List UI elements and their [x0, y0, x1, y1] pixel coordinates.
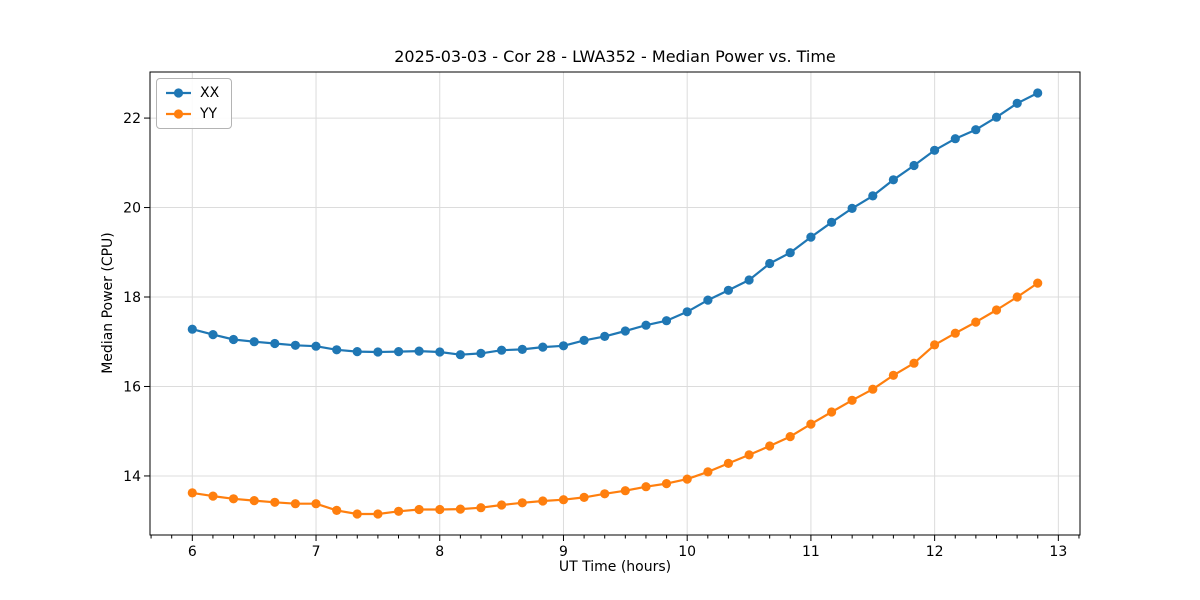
y-tick-label: 16 [123, 379, 141, 395]
xx-line [192, 92, 1039, 356]
x-tick-labels: 6 7 8 9 10 11 12 13 [188, 544, 1067, 560]
y-tick-label: 20 [123, 201, 141, 217]
axis-ticks [144, 117, 1080, 541]
x-tick-label: 8 [435, 544, 444, 560]
x-tick-label: 13 [1049, 544, 1067, 560]
yy-line-marker-icon [166, 109, 191, 119]
legend-label-yy: YY [200, 106, 218, 122]
x-tick-label: 7 [312, 544, 321, 560]
y-axis-label: Median Power (CPU) [100, 232, 116, 374]
y-tick-label: 18 [123, 290, 141, 306]
legend-item-yy: YY [165, 104, 219, 124]
legend-label-xx: XX [200, 85, 220, 101]
y-tick-labels: 14 16 18 20 22 [123, 111, 141, 485]
grid [150, 72, 1080, 535]
chart-title: 2025-03-03 - Cor 28 - LWA352 - Median Po… [394, 47, 836, 66]
x-tick-label: 12 [926, 544, 944, 560]
y-tick-label: 22 [123, 111, 141, 127]
x-tick-label: 6 [188, 544, 197, 560]
y-tick-label: 14 [123, 469, 141, 485]
legend-item-xx: XX [165, 83, 219, 103]
xx-markers [187, 88, 1043, 360]
x-tick-label: 11 [802, 544, 820, 560]
x-tick-label: 9 [559, 544, 568, 560]
plot-border [149, 71, 1081, 536]
series-xx [187, 88, 1043, 360]
yy-markers [187, 278, 1043, 519]
x-tick-label: 10 [678, 544, 696, 560]
legend: XX YY [156, 78, 233, 129]
x-axis-label: UT Time (hours) [558, 559, 672, 575]
series-yy [187, 278, 1043, 519]
yy-line [192, 282, 1039, 516]
xx-line-marker-icon [166, 88, 191, 98]
